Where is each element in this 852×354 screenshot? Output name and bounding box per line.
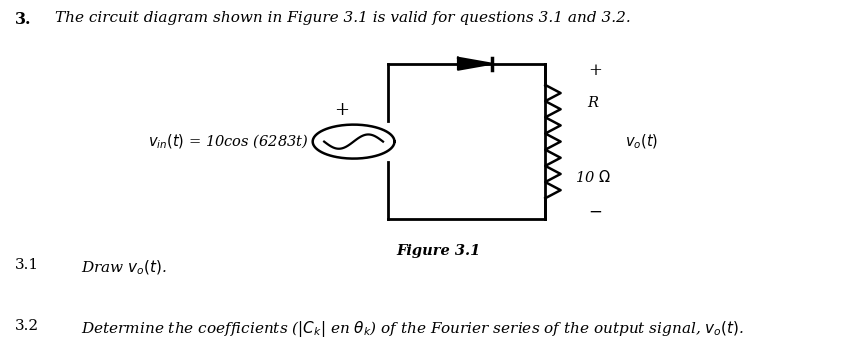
Text: R: R xyxy=(588,96,598,110)
Text: $v_o(t)$: $v_o(t)$ xyxy=(625,132,658,151)
Text: 3.2: 3.2 xyxy=(15,319,39,333)
Text: −: − xyxy=(588,204,602,221)
Text: 10 $\Omega$: 10 $\Omega$ xyxy=(575,169,611,185)
Text: Figure 3.1: Figure 3.1 xyxy=(396,244,481,258)
Text: 3.: 3. xyxy=(15,11,32,28)
Text: 3.1: 3.1 xyxy=(15,258,39,273)
Text: Draw $v_o(t)$.: Draw $v_o(t)$. xyxy=(81,258,167,277)
Polygon shape xyxy=(458,58,492,70)
Text: The circuit diagram shown in Figure 3.1 is valid for questions 3.1 and 3.2.: The circuit diagram shown in Figure 3.1 … xyxy=(55,11,631,25)
Text: +: + xyxy=(334,102,348,119)
Text: +: + xyxy=(588,62,602,79)
Text: Determine the coefficients ($|C_k|$ en $\theta_k$) of the Fourier series of the : Determine the coefficients ($|C_k|$ en $… xyxy=(81,319,744,338)
Text: $v_{in}(t)$ = 10cos (6283t): $v_{in}(t)$ = 10cos (6283t) xyxy=(147,132,308,151)
